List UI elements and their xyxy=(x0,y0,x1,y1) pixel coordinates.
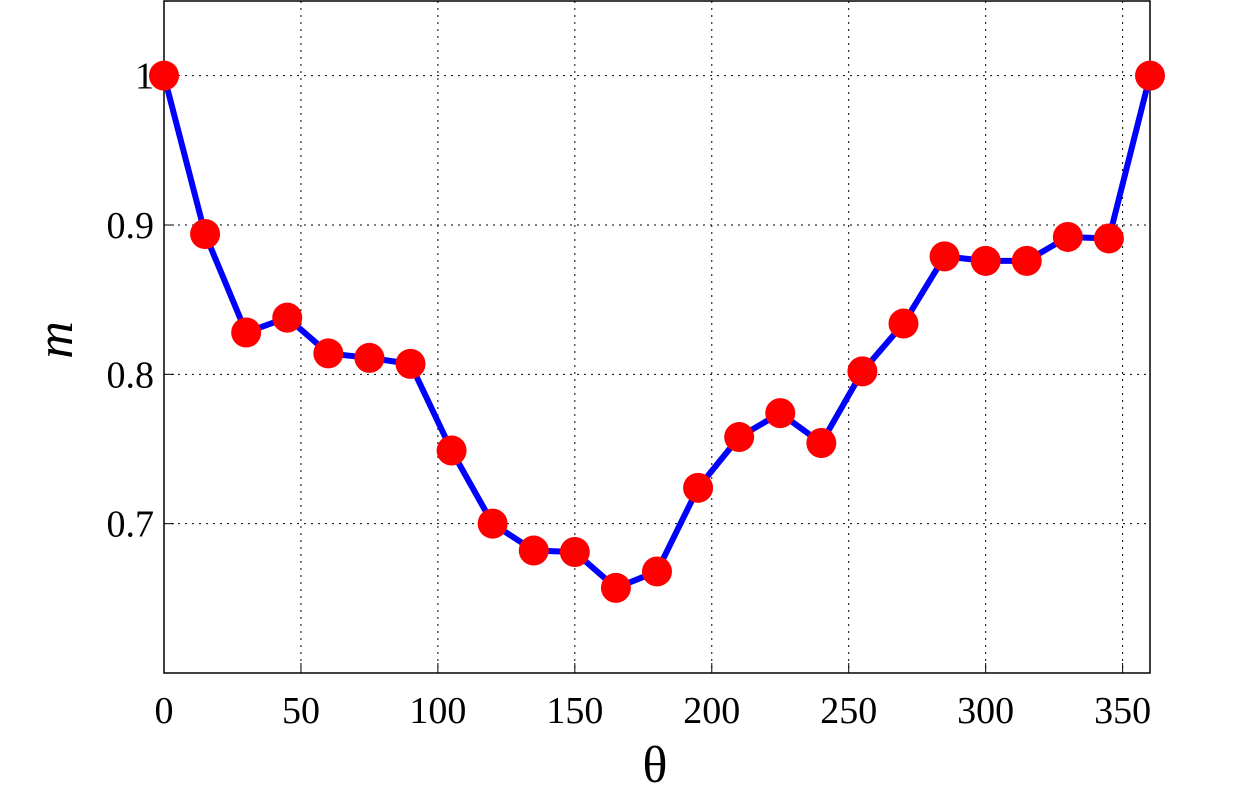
x-tick-label: 100 xyxy=(409,690,466,732)
line xyxy=(161,74,1153,591)
marker xyxy=(190,218,221,249)
marker xyxy=(436,435,467,466)
y-axis-label: m xyxy=(27,321,84,359)
marker xyxy=(1052,221,1083,252)
marker xyxy=(724,422,755,453)
marker xyxy=(929,241,960,272)
x-tick-label: 0 xyxy=(155,690,174,732)
marker xyxy=(149,60,179,91)
x-tick-label: 300 xyxy=(957,690,1014,732)
marker xyxy=(231,317,262,348)
y-tick-label: 1 xyxy=(135,56,154,98)
marker xyxy=(1135,60,1165,91)
marker xyxy=(395,348,426,379)
marker xyxy=(806,428,837,459)
y-tick-label: 0.9 xyxy=(107,205,155,247)
x-tick-label: 150 xyxy=(546,690,603,732)
marker xyxy=(272,302,303,333)
marker xyxy=(1093,223,1124,254)
x-tick-label: 200 xyxy=(683,690,740,732)
marker xyxy=(477,508,508,539)
marker xyxy=(888,308,919,339)
y-tick-label: 0.7 xyxy=(107,504,155,546)
marker xyxy=(1011,245,1042,276)
marker xyxy=(847,356,878,387)
x-axis-label: θ xyxy=(643,737,668,794)
x-tick-label: 350 xyxy=(1094,690,1151,732)
marker xyxy=(518,535,549,566)
marker xyxy=(642,556,672,587)
marker xyxy=(970,245,1001,276)
marker xyxy=(354,342,385,373)
marker xyxy=(765,398,796,429)
marker xyxy=(600,572,631,603)
x-tick-label: 50 xyxy=(282,690,320,732)
x-tick-label: 250 xyxy=(820,690,877,732)
marker xyxy=(683,472,714,503)
y-tick-label: 0.8 xyxy=(107,354,155,396)
marker xyxy=(559,537,590,568)
marker xyxy=(313,338,344,369)
